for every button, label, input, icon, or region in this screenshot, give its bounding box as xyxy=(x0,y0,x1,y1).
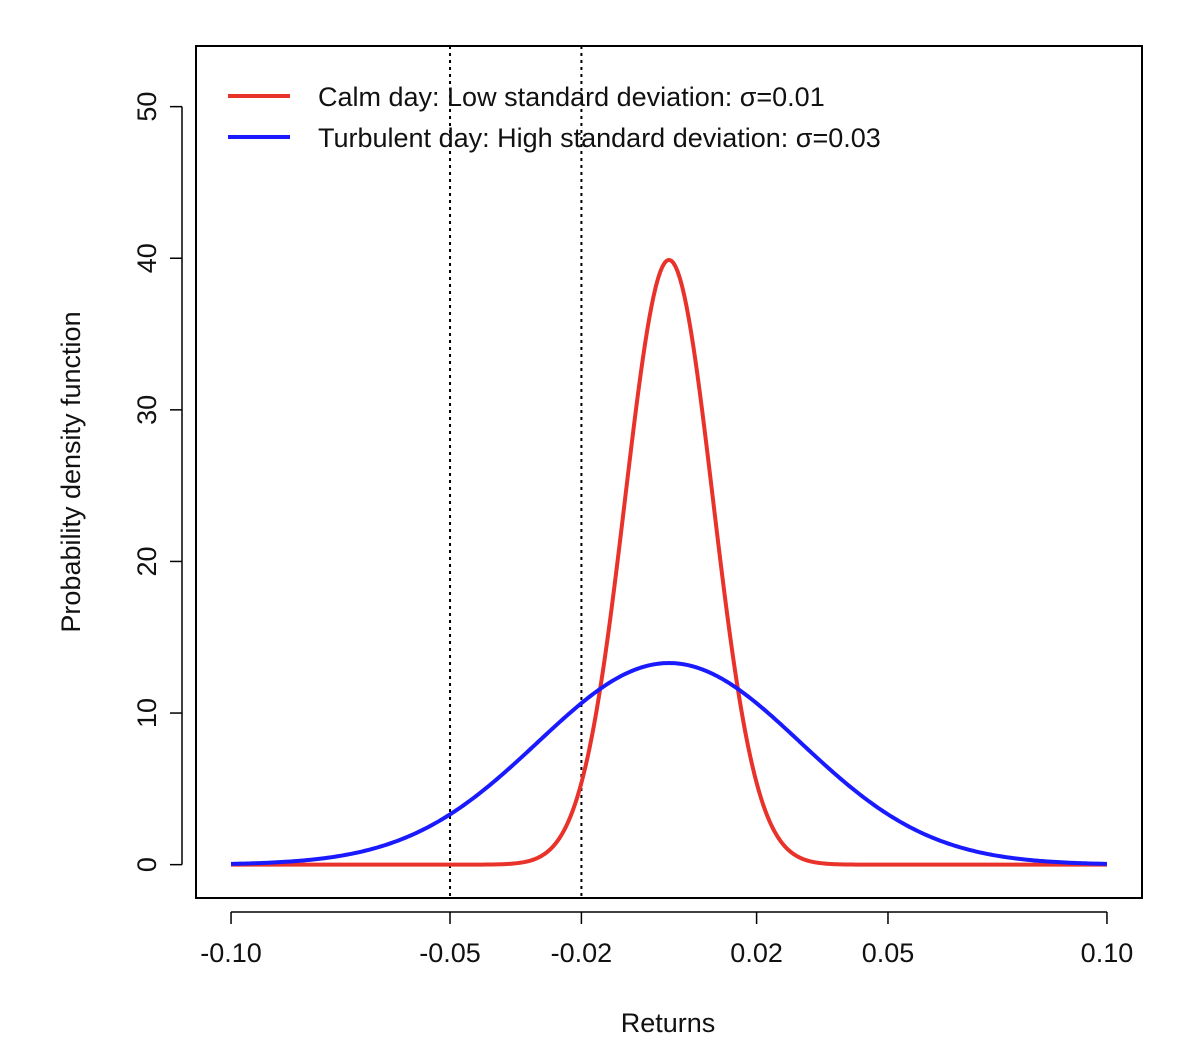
x-tick-label: -0.02 xyxy=(551,938,613,968)
x-tick-label: 0.05 xyxy=(862,938,915,968)
y-axis: 0 10 20 30 40 50 xyxy=(132,92,183,872)
y-tick-label: 20 xyxy=(132,546,162,576)
x-tick-label: 0.02 xyxy=(730,938,783,968)
legend-label-calm: Calm day: Low standard deviation: σ=0.01 xyxy=(318,82,825,112)
plot-frame xyxy=(195,45,1143,899)
y-tick-label: 50 xyxy=(132,92,162,122)
y-tick-label: 40 xyxy=(132,243,162,273)
x-axis-label: Returns xyxy=(621,1008,716,1038)
legend-label-turbulent: Turbulent day: High standard deviation: … xyxy=(318,123,881,153)
y-axis-label: Probability density function xyxy=(56,311,86,632)
series-line-1 xyxy=(230,661,1108,866)
x-tick-label: -0.10 xyxy=(200,938,262,968)
x-axis: -0.10 -0.05 -0.02 0.02 0.05 0.10 xyxy=(200,911,1134,968)
y-tick-label: 10 xyxy=(132,698,162,728)
series-line-0 xyxy=(231,257,1107,867)
reference-lines xyxy=(449,46,583,898)
y-tick-label: 0 xyxy=(132,857,162,872)
x-tick-label: 0.10 xyxy=(1081,938,1134,968)
legend: Calm day: Low standard deviation: σ=0.01… xyxy=(228,82,881,153)
series-layer xyxy=(230,257,1108,867)
y-tick-label: 30 xyxy=(132,395,162,425)
x-tick-label: -0.05 xyxy=(419,938,481,968)
